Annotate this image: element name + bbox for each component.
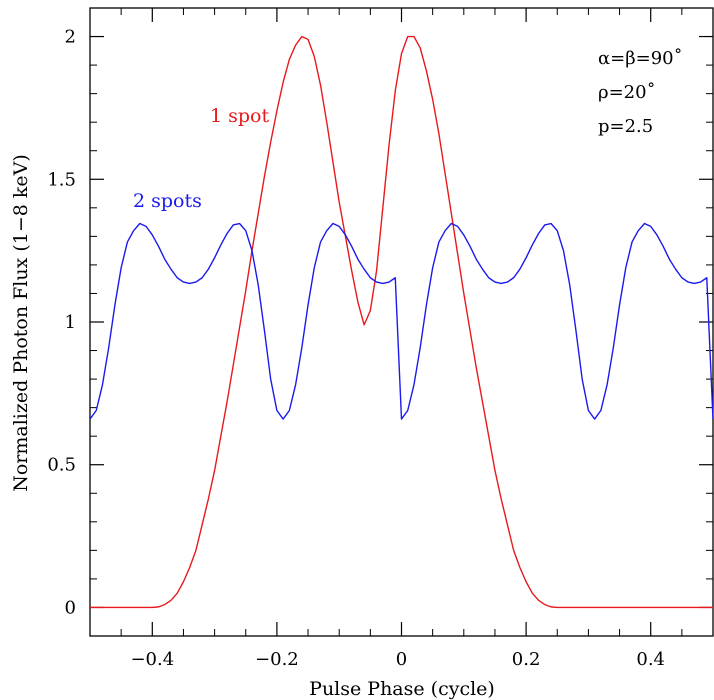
annotation-rho: ρ=20˚: [598, 81, 656, 103]
axis-ticks: −0.4 −0.2 0 0.2 0.4 0 0.5 1 1.5 2: [47, 8, 714, 670]
series-lines: [89, 35, 714, 609]
x-tick-label: 0: [396, 649, 407, 670]
x-axis-title: Pulse Phase (cycle): [309, 678, 495, 700]
series-label-1-spot: 1 spot: [210, 105, 269, 127]
series-label-2-spots: 2 spots: [133, 190, 202, 212]
annotation-period: p=2.5: [598, 116, 653, 137]
series-line-2-spots: [89, 222, 714, 420]
x-tick-label: −0.4: [130, 649, 174, 670]
x-tick-label: 0.4: [636, 649, 665, 670]
y-tick-label: 2: [65, 27, 76, 48]
series-line-1-spot: [90, 35, 713, 609]
y-axis-title: Normalized Photon Flux (1−8 keV): [10, 154, 32, 492]
y-tick-label: 1: [65, 312, 76, 333]
x-tick-label: 0.2: [512, 649, 541, 670]
annotation-alpha-beta: α=β=90˚: [598, 47, 683, 69]
x-tick-label: −0.2: [255, 649, 299, 670]
y-tick-label: 0: [65, 597, 76, 618]
y-tick-label: 0.5: [47, 455, 76, 476]
y-tick-label: 1.5: [47, 169, 76, 190]
